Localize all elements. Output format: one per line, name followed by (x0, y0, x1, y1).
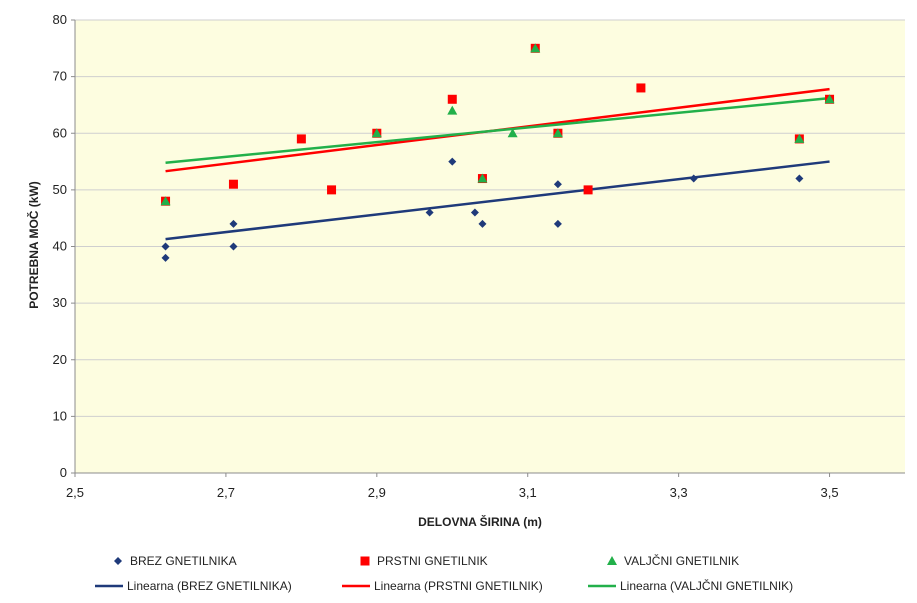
legend-trend-label-2: Linearna (VALJČNI GNETILNIK) (620, 578, 793, 593)
valjcni-point (552, 128, 563, 138)
valjcni-point (507, 128, 518, 138)
valjcni-point (530, 43, 541, 53)
legend-marker-1 (360, 556, 370, 566)
y-tick-label: 20 (53, 352, 67, 367)
y-tick-label: 0 (60, 465, 67, 480)
y-tick-label: 50 (53, 182, 67, 197)
y-tick-label: 80 (53, 12, 67, 27)
data-points (160, 43, 835, 262)
gridlines (75, 19, 905, 417)
brez-point (229, 219, 238, 228)
brez-point (470, 208, 479, 217)
legend-marker-2 (607, 556, 617, 565)
valjcni-point (824, 94, 835, 104)
y-tick-label: 30 (53, 295, 67, 310)
legend-trend-label-1: Linearna (PRSTNI GNETILNIK) (374, 579, 543, 593)
trendline-0 (165, 160, 830, 241)
prstni-point (636, 83, 646, 93)
x-axis-title: DELOVNA ŠIRINA (m) (418, 514, 542, 529)
legend-label-0: BREZ GNETILNIKA (130, 554, 237, 568)
valjcni-point (794, 133, 805, 143)
x-tick-label: 3,1 (519, 485, 537, 500)
valjcni-point (371, 128, 382, 138)
brez-point (553, 219, 562, 228)
x-tick-label: 2,9 (368, 485, 386, 500)
brez-point (478, 219, 487, 228)
legend-trend-label-0: Linearna (BREZ GNETILNIKA) (127, 579, 292, 593)
x-tick-label: 2,5 (66, 485, 84, 500)
valjcni-point (477, 173, 488, 183)
prstni-point (447, 94, 457, 104)
legend-marker-0 (114, 557, 122, 565)
prstni-point (327, 185, 337, 195)
brez-point (795, 174, 804, 183)
brez-point (425, 208, 434, 217)
brez-point (229, 242, 238, 251)
brez-point (161, 242, 170, 251)
trendlines (165, 87, 830, 241)
brez-point (689, 174, 698, 183)
x-tick-label: 3,5 (821, 485, 839, 500)
y-tick-label: 70 (53, 69, 67, 84)
y-tick-label: 60 (53, 125, 67, 140)
trendline-2 (165, 96, 830, 164)
legend-label-2: VALJČNI GNETILNIK (624, 553, 739, 568)
valjcni-point (447, 105, 458, 115)
prstni-point (296, 134, 306, 144)
y-tick-label: 10 (53, 408, 67, 423)
y-tick-label: 40 (53, 239, 67, 254)
valjcni-point (160, 196, 171, 206)
tick-labels: 0 10 20 30 40 50 60 70 80 2,5 2,7 2,9 3,1 3,3 3,5 (53, 12, 839, 500)
brez-point (161, 253, 170, 262)
x-tick-label: 3,3 (670, 485, 688, 500)
brez-point (448, 157, 457, 166)
legend: BREZ GNETILNIKA PRSTNI GNETILNIK VALJČNI G… (95, 553, 793, 593)
prstni-point (228, 179, 238, 189)
brez-point (553, 180, 562, 189)
legend-label-1: PRSTNI GNETILNIK (377, 554, 488, 568)
y-axis-title: POTREBNA MOČ (kW) (26, 181, 41, 309)
x-tick-label: 2,7 (217, 485, 235, 500)
prstni-point (583, 185, 593, 195)
